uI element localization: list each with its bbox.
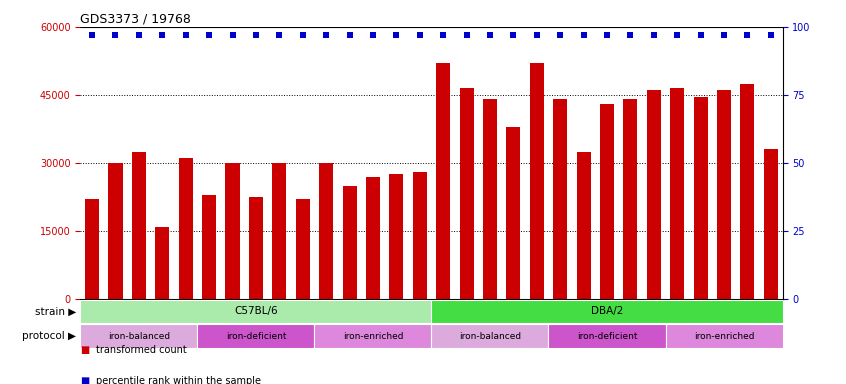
Bar [343, 186, 356, 299]
Text: protocol ▶: protocol ▶ [22, 331, 76, 341]
Text: transformed count: transformed count [96, 345, 186, 355]
Bar [296, 199, 310, 299]
Bar [431, 324, 548, 348]
Bar [459, 88, 474, 299]
Point [389, 32, 404, 38]
Bar [202, 195, 216, 299]
Text: iron-balanced: iron-balanced [459, 331, 521, 341]
Text: ■: ■ [80, 376, 90, 384]
Bar [530, 63, 544, 299]
Bar [197, 324, 315, 348]
Point [437, 32, 450, 38]
Point [85, 32, 99, 38]
Bar [272, 163, 286, 299]
Point [366, 32, 380, 38]
Point [413, 32, 426, 38]
Point [250, 32, 263, 38]
Point [553, 32, 567, 38]
Point [483, 32, 497, 38]
Bar [132, 152, 146, 299]
Point [577, 32, 591, 38]
Bar [179, 159, 193, 299]
Bar [666, 324, 783, 348]
Point [670, 32, 684, 38]
Bar [553, 99, 567, 299]
Bar [431, 300, 783, 323]
Bar [740, 84, 755, 299]
Bar [647, 90, 661, 299]
Bar [694, 97, 707, 299]
Point [530, 32, 544, 38]
Bar [764, 149, 777, 299]
Bar [624, 99, 637, 299]
Bar [156, 227, 169, 299]
Bar [483, 99, 497, 299]
Point [601, 32, 614, 38]
Point [179, 32, 193, 38]
Point [132, 32, 146, 38]
Bar [80, 324, 197, 348]
Bar [507, 127, 520, 299]
Text: iron-deficient: iron-deficient [226, 331, 286, 341]
Bar [548, 324, 666, 348]
Point [507, 32, 520, 38]
Text: iron-deficient: iron-deficient [577, 331, 637, 341]
Bar [577, 152, 591, 299]
Point [717, 32, 731, 38]
Point [694, 32, 707, 38]
Bar [717, 90, 731, 299]
Bar [389, 174, 404, 299]
Bar [315, 324, 431, 348]
Text: iron-enriched: iron-enriched [343, 331, 404, 341]
Point [343, 32, 356, 38]
Text: GDS3373 / 19768: GDS3373 / 19768 [80, 13, 191, 26]
Point [156, 32, 169, 38]
Bar [366, 177, 380, 299]
Text: strain ▶: strain ▶ [35, 306, 76, 316]
Point [741, 32, 755, 38]
Bar [670, 88, 684, 299]
Text: percentile rank within the sample: percentile rank within the sample [96, 376, 261, 384]
Point [624, 32, 637, 38]
Bar [600, 104, 614, 299]
Point [226, 32, 239, 38]
Bar [249, 197, 263, 299]
Text: iron-balanced: iron-balanced [107, 331, 170, 341]
Text: C57BL/6: C57BL/6 [234, 306, 277, 316]
Bar [437, 63, 450, 299]
Bar [319, 163, 333, 299]
Bar [108, 163, 123, 299]
Bar [85, 199, 99, 299]
Point [272, 32, 286, 38]
Text: ■: ■ [80, 345, 90, 355]
Bar [413, 172, 426, 299]
Point [764, 32, 777, 38]
Point [647, 32, 661, 38]
Bar [226, 163, 239, 299]
Point [108, 32, 123, 38]
Bar [80, 300, 431, 323]
Text: DBA/2: DBA/2 [591, 306, 624, 316]
Point [460, 32, 474, 38]
Text: iron-enriched: iron-enriched [694, 331, 755, 341]
Point [296, 32, 310, 38]
Point [320, 32, 333, 38]
Point [202, 32, 216, 38]
